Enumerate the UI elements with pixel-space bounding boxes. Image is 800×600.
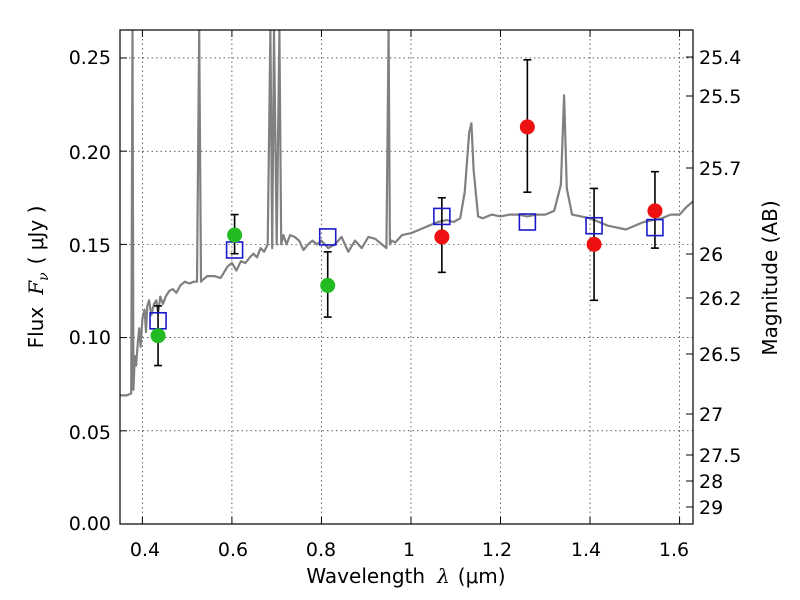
model-photometry-square xyxy=(433,207,451,226)
green-data-point xyxy=(150,328,166,344)
x-tick-label: 1.6 xyxy=(659,539,689,561)
model-photometry-square xyxy=(518,213,537,231)
x-tick-label: 1.2 xyxy=(482,539,512,561)
x-tick-label: 0.8 xyxy=(306,539,336,561)
y2-axis-label: Magnitude (AB) xyxy=(758,200,782,355)
y-axis-label: FluxFν( μJy ) xyxy=(24,206,52,349)
x-tick-label: 1.4 xyxy=(571,539,601,561)
y-tick-label: 0.25 xyxy=(69,47,111,69)
y2-tick-label: 25.5 xyxy=(699,86,741,108)
y2-tick-label: 28 xyxy=(699,471,723,493)
model-photometry-square xyxy=(646,218,664,237)
data-markers xyxy=(149,119,664,344)
y2-tick-label: 25.7 xyxy=(699,158,741,180)
red-data-point xyxy=(586,236,602,252)
green-data-point xyxy=(227,227,243,243)
y2-tick-label: 27 xyxy=(699,404,723,426)
y2-tick-label: 26 xyxy=(699,244,723,266)
y2-tick-label: 25.4 xyxy=(699,47,741,69)
y-tick-label: 0.00 xyxy=(69,513,111,535)
plot-frame xyxy=(119,29,694,525)
y-tick-label: 0.10 xyxy=(69,327,111,349)
y-tick-label: 0.05 xyxy=(69,422,111,444)
y2-tick-label: 26.5 xyxy=(699,344,741,366)
axis-ticks xyxy=(120,30,693,525)
y2-tick-label: 26.2 xyxy=(699,288,741,310)
y2-tick-label: 29 xyxy=(699,497,723,519)
y2-tick-label: 27.5 xyxy=(699,445,741,467)
model-photometry-square xyxy=(318,228,337,246)
y-tick-label: 0.15 xyxy=(69,235,111,257)
x-tick-label: 1 xyxy=(403,539,415,561)
red-data-point xyxy=(519,119,535,135)
y-tick-label: 0.20 xyxy=(69,142,111,164)
green-data-point xyxy=(320,277,336,293)
plot-area xyxy=(120,30,693,397)
x-tick-label: 0.6 xyxy=(218,539,248,561)
x-tick-labels: 0.4 0.6 0.8 1 1.2 1.4 1.6 xyxy=(130,539,689,561)
y2-tick-labels: 25.4 25.5 25.7 26 26.2 26.5 27 27.5 28 2… xyxy=(699,47,741,519)
x-tick-label: 0.4 xyxy=(130,539,160,561)
y-tick-labels: 0.00 0.05 0.10 0.15 0.20 0.25 xyxy=(69,47,111,535)
model-photometry-square xyxy=(585,216,603,235)
model-spectrum-line xyxy=(120,30,693,397)
red-data-point xyxy=(434,229,450,245)
red-data-point xyxy=(647,203,663,219)
x-axis-label: Wavelength λ (μm) xyxy=(306,564,505,588)
